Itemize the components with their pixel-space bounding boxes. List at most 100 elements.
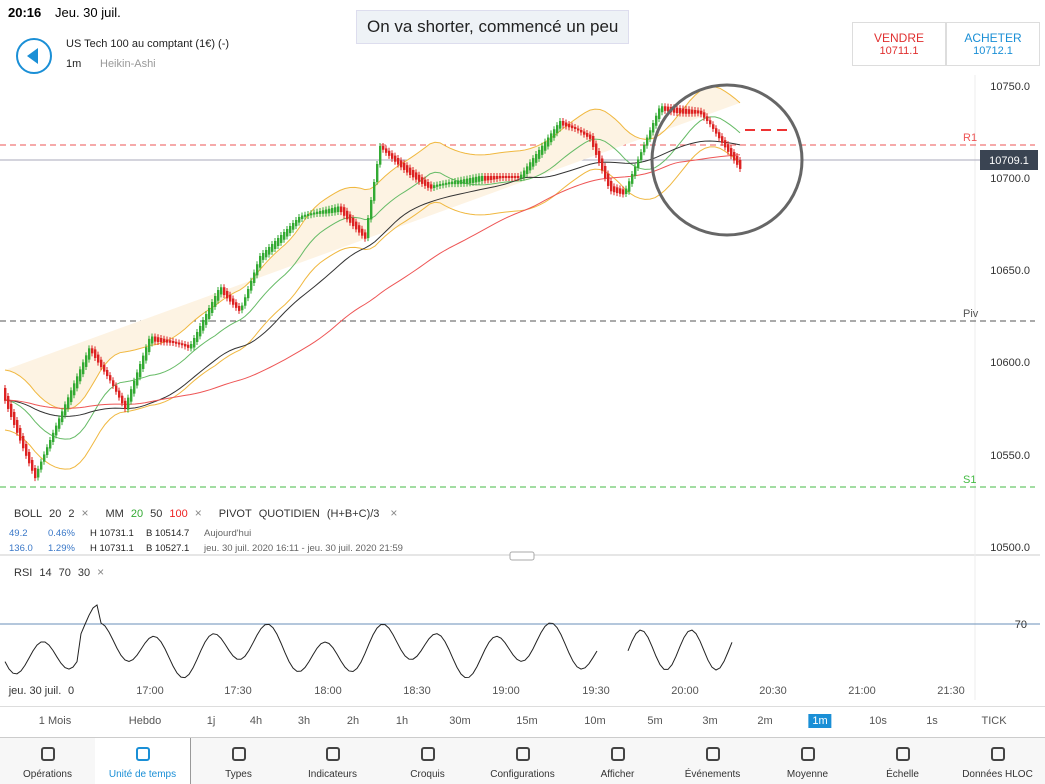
tab[interactable]: Unité de temps bbox=[95, 738, 190, 784]
interval: 1m bbox=[66, 58, 82, 70]
tab-label: Opérations bbox=[23, 769, 72, 780]
candle bbox=[463, 179, 466, 184]
timeframe[interactable]: 1m bbox=[808, 714, 832, 728]
candle bbox=[685, 108, 688, 114]
candle bbox=[187, 344, 190, 348]
timeframe[interactable]: 4h bbox=[249, 715, 263, 727]
tab[interactable]: Événements bbox=[665, 738, 760, 784]
candle bbox=[91, 348, 94, 354]
candle bbox=[673, 107, 676, 113]
candle bbox=[436, 184, 439, 187]
timeframe[interactable]: 1s bbox=[926, 715, 938, 727]
candle bbox=[487, 176, 490, 181]
timeframe[interactable]: 2h bbox=[346, 715, 360, 727]
candle bbox=[295, 220, 298, 227]
tab[interactable]: Afficher bbox=[570, 738, 665, 784]
timeframe[interactable]: 10s bbox=[869, 715, 887, 727]
sell-price: 10711.1 bbox=[879, 45, 919, 57]
candle bbox=[529, 162, 532, 171]
candle bbox=[193, 338, 196, 348]
candle bbox=[679, 108, 682, 114]
candle bbox=[688, 109, 691, 114]
candle bbox=[649, 130, 652, 140]
timeframe[interactable]: Hebdo bbox=[128, 715, 162, 727]
candle bbox=[592, 136, 595, 147]
candle bbox=[511, 176, 514, 178]
candle bbox=[181, 343, 184, 346]
candle bbox=[619, 188, 622, 194]
candle bbox=[415, 172, 418, 180]
candle bbox=[562, 121, 565, 126]
tab[interactable]: Croquis bbox=[380, 738, 475, 784]
candle bbox=[130, 389, 133, 402]
candle bbox=[211, 302, 214, 313]
stat: B 10527.1 bbox=[146, 543, 189, 554]
legend-boll: 2 bbox=[68, 508, 74, 520]
candle bbox=[331, 208, 334, 213]
candle bbox=[544, 141, 547, 151]
tab-bar: Opérations Unité de temps Types Indicateurs… bbox=[0, 738, 1045, 784]
candle bbox=[184, 344, 187, 347]
candle bbox=[550, 133, 553, 143]
buy-button[interactable]: ACHETER 10712.1 bbox=[946, 22, 1040, 66]
legend-pivot: (H+B+C)/3 bbox=[327, 508, 380, 520]
tab[interactable]: Types bbox=[190, 738, 286, 784]
time-label: 17:00 bbox=[136, 685, 164, 697]
time-label: 19:00 bbox=[492, 685, 520, 697]
rsi-level-label: 70 bbox=[1015, 619, 1027, 631]
candle bbox=[94, 349, 97, 358]
candle bbox=[19, 428, 22, 441]
time-label: 19:30 bbox=[582, 685, 610, 697]
candle bbox=[103, 364, 106, 372]
tab[interactable]: Moyenne bbox=[760, 738, 855, 784]
timeframe[interactable]: 2m bbox=[757, 715, 773, 727]
candle bbox=[70, 390, 73, 403]
candle bbox=[559, 121, 562, 129]
timeframe[interactable]: 1h bbox=[395, 715, 409, 727]
candle bbox=[613, 186, 616, 193]
back-button[interactable] bbox=[16, 38, 52, 74]
stat: 136.0 bbox=[9, 543, 33, 554]
tab[interactable]: Opérations bbox=[0, 738, 96, 784]
tab[interactable]: Échelle bbox=[855, 738, 950, 784]
timeframe[interactable]: 3m bbox=[702, 715, 718, 727]
sell-button[interactable]: VENDRE 10711.1 bbox=[852, 22, 946, 66]
timeframe[interactable]: 30m bbox=[449, 715, 471, 727]
candle bbox=[115, 385, 118, 392]
tab[interactable]: Données HLOC bbox=[950, 738, 1045, 784]
timeframe[interactable]: 10m bbox=[584, 715, 606, 727]
candle bbox=[733, 152, 736, 161]
candle bbox=[583, 131, 586, 135]
candle bbox=[271, 244, 274, 252]
tab-label: Événements bbox=[684, 769, 741, 780]
timeframe[interactable]: 5m bbox=[647, 715, 663, 727]
timeframe[interactable]: 15m bbox=[516, 715, 538, 727]
timeframe[interactable]: 1j bbox=[206, 715, 216, 727]
candle bbox=[46, 447, 49, 456]
candle bbox=[235, 302, 238, 308]
candle bbox=[112, 380, 115, 386]
candle bbox=[661, 106, 664, 113]
price-label: 10500.0 bbox=[990, 542, 1030, 554]
timeframe[interactable]: TICK bbox=[981, 715, 1007, 727]
legend-close: × bbox=[82, 506, 89, 520]
tab-label: Données HLOC bbox=[962, 769, 1033, 780]
timeframe[interactable]: 3h bbox=[297, 715, 311, 727]
tab-icon bbox=[610, 747, 625, 761]
time-label: 20:30 bbox=[759, 685, 787, 697]
candle bbox=[475, 176, 478, 183]
candle bbox=[250, 280, 253, 291]
buy-price: 10712.1 bbox=[973, 45, 1013, 57]
candle bbox=[439, 184, 442, 186]
candle bbox=[691, 109, 694, 114]
legend-close: × bbox=[97, 565, 104, 579]
candle bbox=[499, 176, 502, 179]
candle bbox=[664, 106, 667, 111]
timeframe[interactable]: 1 Mois bbox=[38, 715, 72, 727]
tab[interactable]: Configurations bbox=[475, 738, 570, 784]
candle bbox=[82, 362, 85, 375]
current-box bbox=[980, 150, 1038, 170]
tab[interactable]: Indicateurs bbox=[285, 738, 380, 784]
chart: 10750.0 10700.0 10650.0 10600.0 10550.0 10500… bbox=[0, 75, 1040, 700]
